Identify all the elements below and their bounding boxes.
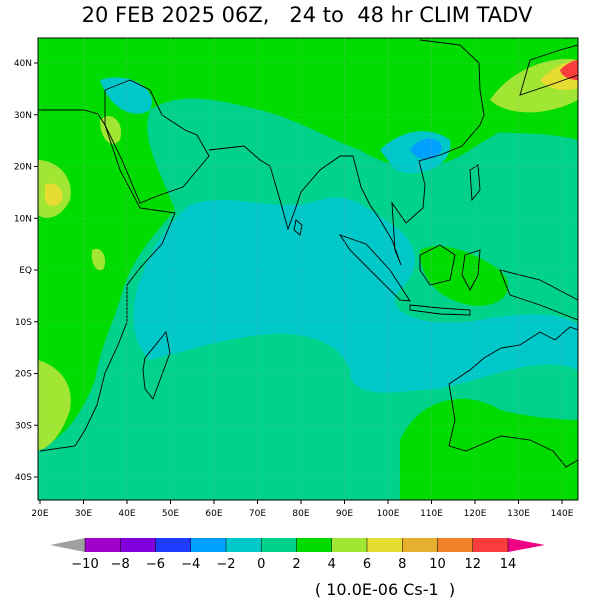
map-title: 20 FEB 2025 06Z, 24 to 48 hr CLIM TADV — [82, 3, 533, 27]
lon-label: 110E — [420, 509, 443, 519]
lon-label: 120E — [464, 509, 487, 519]
colorbar-bin — [367, 538, 403, 552]
colorbar-label: −6 — [146, 557, 165, 572]
lat-label: 10S — [15, 318, 32, 328]
lon-label: 100E — [377, 509, 400, 519]
colorbar-label: 6 — [363, 557, 371, 572]
colorbar-bin — [85, 538, 121, 552]
lat-label: 40N — [14, 59, 32, 69]
lat-label: 20S — [15, 370, 32, 380]
colorbar-label: 0 — [257, 557, 265, 572]
colorbar-label: 4 — [328, 557, 336, 572]
colorbar-label: −8 — [111, 557, 130, 572]
lon-label: 30E — [75, 509, 92, 519]
lon-label: 130E — [507, 509, 530, 519]
colorbar-label: 2 — [292, 557, 300, 572]
colorbar-label: 12 — [464, 557, 481, 572]
colorbar-bin — [155, 538, 192, 552]
colorbar-bin — [437, 538, 474, 552]
lon-label: 90E — [336, 509, 353, 519]
map-frame — [37, 37, 579, 501]
lon-label: 60E — [205, 509, 222, 519]
lat-label: 30S — [15, 421, 32, 431]
lon-label: 140E — [551, 509, 574, 519]
lat-label: 30N — [14, 111, 32, 121]
lat-label: 20N — [14, 163, 32, 173]
colorbar-label: −4 — [181, 557, 200, 572]
lon-label: 20E — [31, 509, 48, 519]
lat-label: EQ — [19, 266, 32, 276]
lon-label: 80E — [292, 509, 309, 519]
colorbar-label: −2 — [216, 557, 235, 572]
map-field — [38, 38, 578, 500]
colorbar-bin — [120, 538, 156, 552]
lon-label: 70E — [249, 509, 266, 519]
colorbar-bin — [296, 538, 333, 552]
colorbar-label: 8 — [398, 557, 406, 572]
colorbar-bin — [331, 538, 368, 552]
colorbar-bin — [261, 538, 297, 552]
lon-label: 50E — [162, 509, 179, 519]
lon-label: 40E — [118, 509, 135, 519]
colorbar-bin — [472, 538, 509, 552]
colorbar-label: −10 — [71, 557, 98, 572]
colorbar-under — [50, 538, 85, 552]
colorbar-bin — [190, 538, 227, 552]
lat-label: 40S — [15, 473, 32, 483]
lat-label: 10N — [14, 214, 32, 224]
colorbar-label: 14 — [500, 557, 517, 572]
colorbar-bin — [402, 538, 438, 552]
colorbar-over — [508, 538, 545, 552]
colorbar-bin — [226, 538, 262, 552]
units-label: ( 10.0E-06 Cs-1 ) — [315, 580, 455, 599]
colorbar-label: 10 — [429, 557, 446, 572]
